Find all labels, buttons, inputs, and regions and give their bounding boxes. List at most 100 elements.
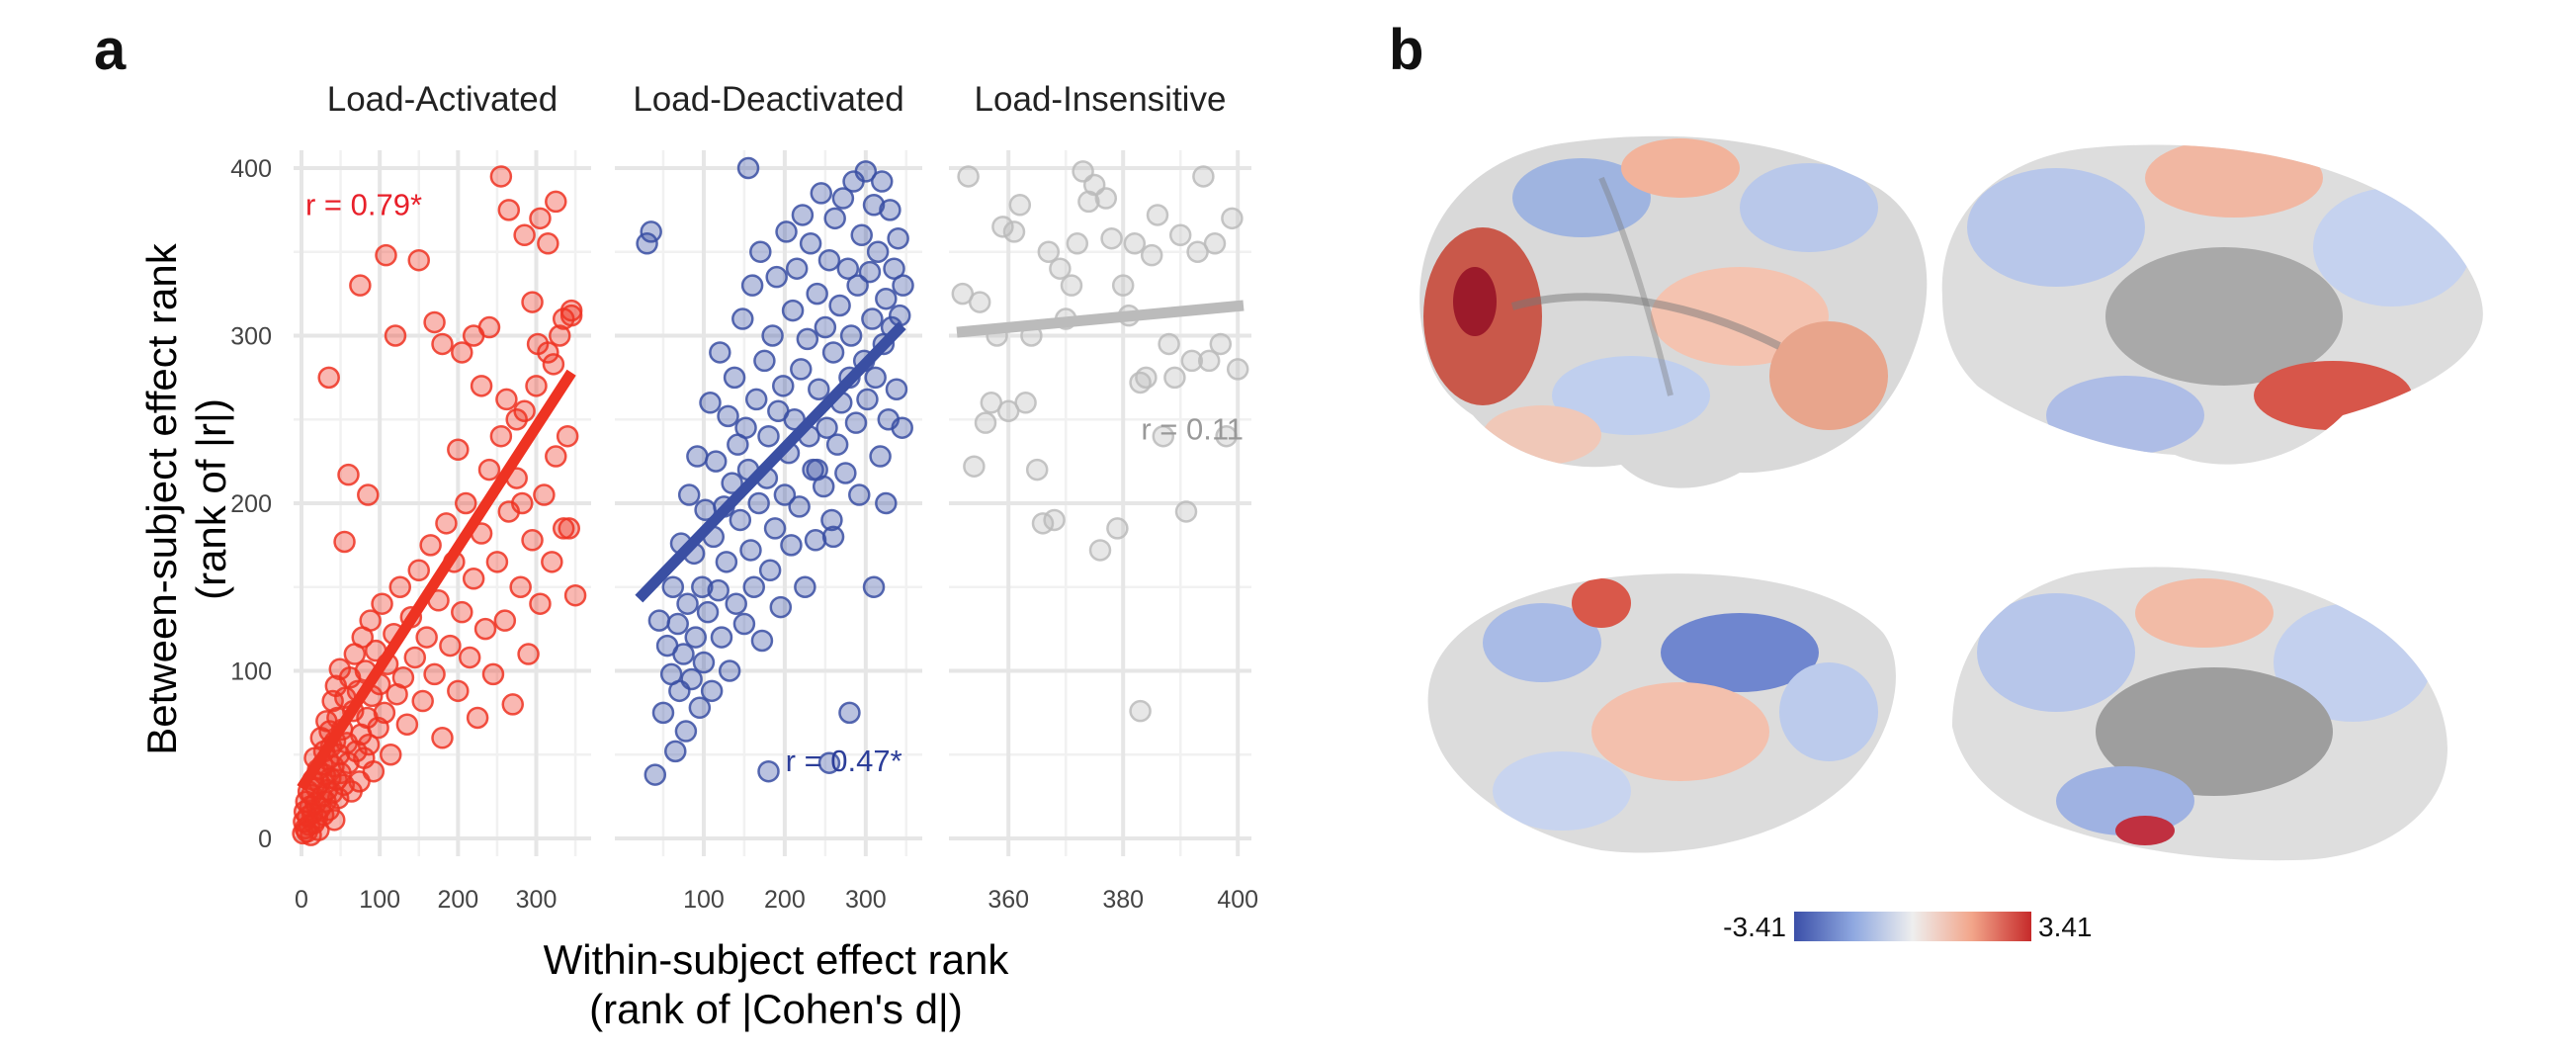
scatter-point: [825, 209, 845, 228]
scatter-point: [871, 447, 891, 467]
y-tick-label: 300: [230, 323, 272, 351]
scatter-point: [413, 691, 433, 711]
scatter-point: [523, 530, 543, 550]
scatter-point: [433, 334, 453, 354]
scatter-point: [496, 390, 516, 409]
scatter-point: [511, 577, 531, 597]
scatter-point: [706, 452, 726, 472]
scatter-point: [642, 221, 661, 241]
scatter-point: [698, 602, 718, 622]
scatter-point: [1193, 166, 1213, 186]
facet-title: Load-Activated: [327, 80, 558, 119]
scatter-point: [809, 380, 828, 399]
scatter-point: [849, 485, 869, 505]
scatter-point: [319, 368, 339, 388]
scatter-point: [350, 276, 370, 296]
x-tick-label: 0: [295, 886, 308, 914]
scatter-point: [433, 728, 453, 747]
x-tick-label: 360: [987, 886, 1029, 914]
scatter-point: [868, 242, 888, 262]
axis-labels: Within-subject effect rank (rank of |Coh…: [138, 242, 1009, 1032]
scatter-point: [1136, 368, 1156, 388]
scatter-point: [1148, 205, 1167, 224]
scatter-point: [645, 765, 665, 785]
scatter-point: [690, 698, 710, 718]
scatter-point: [746, 390, 766, 409]
scatter-point: [358, 485, 378, 505]
scatter-point: [503, 694, 523, 714]
scatter-point: [425, 664, 445, 684]
scatter-point: [390, 577, 410, 597]
scatter-point: [812, 183, 831, 203]
scatter-point: [862, 309, 882, 329]
scatter-point: [1062, 276, 1081, 296]
scatter-point: [653, 703, 673, 723]
scatter-point: [1107, 518, 1127, 538]
scatter-point: [894, 276, 913, 296]
scatter-point: [1176, 501, 1196, 521]
scatter-point: [742, 276, 762, 296]
y-tick-label: 0: [258, 826, 272, 853]
scatter-point: [523, 293, 543, 312]
scatter-point: [679, 485, 699, 505]
scatter-point: [889, 228, 908, 248]
scatter-point: [393, 667, 413, 687]
scatter-point: [701, 393, 721, 412]
scatter-point: [1142, 245, 1161, 265]
scatter-point: [448, 440, 468, 460]
scatter-point: [436, 513, 456, 533]
scatter-point: [763, 326, 783, 346]
scatter-point: [777, 221, 797, 241]
scatter-point: [880, 200, 900, 219]
scatter-point: [749, 493, 769, 513]
scatter-point: [440, 636, 460, 656]
scatter-point: [959, 166, 979, 186]
scatter-point: [546, 192, 565, 212]
scatter-point: [876, 493, 896, 513]
scatter-point: [1010, 195, 1030, 215]
scatter-point: [483, 664, 503, 684]
scatter-point: [830, 296, 850, 315]
scatter-point: [740, 540, 760, 560]
scatter-point: [1096, 189, 1116, 209]
scatter-point: [841, 326, 861, 346]
scatter-point: [1159, 334, 1179, 354]
scatter-point: [736, 418, 756, 438]
scatter-point: [719, 406, 738, 426]
scatter-point: [808, 284, 827, 304]
scatter-point: [472, 376, 491, 395]
scatter-point: [1090, 540, 1110, 560]
scatter-point: [386, 326, 405, 346]
scatter-point: [759, 426, 779, 446]
scatter-point: [528, 334, 548, 354]
scatter-point: [1125, 233, 1145, 253]
scatter-point: [759, 761, 779, 781]
scatter-point: [750, 242, 770, 262]
scatter-point: [544, 354, 563, 374]
scatter-point: [866, 368, 886, 388]
scatter-point: [409, 561, 429, 580]
scatter-point: [479, 460, 499, 480]
x-tick-label: 100: [683, 886, 725, 914]
scatter-point: [417, 628, 437, 648]
scatter-point: [452, 602, 472, 622]
facet-title: Load-Insensitive: [975, 80, 1227, 119]
correlation-annotation: r = 0.47*: [786, 744, 902, 778]
scatter-point: [725, 368, 744, 388]
scatter-point: [530, 209, 550, 228]
scatter-point: [487, 552, 507, 571]
colorbar-max-label: 3.41: [2038, 912, 2093, 942]
x-tick-label: 300: [845, 886, 887, 914]
scatter-point: [558, 426, 577, 446]
scatter-point: [710, 342, 730, 362]
scatter-point: [464, 569, 483, 588]
scatter-point: [893, 418, 912, 438]
scatter-point: [808, 460, 827, 480]
brain-lateral-bottom: [1414, 554, 1908, 870]
scatter-point: [421, 535, 441, 555]
scatter-point: [335, 532, 355, 552]
scatter-point: [1045, 510, 1065, 530]
scatter-point: [1222, 209, 1242, 228]
scatter-point: [668, 614, 688, 634]
scatter-point: [816, 317, 835, 337]
